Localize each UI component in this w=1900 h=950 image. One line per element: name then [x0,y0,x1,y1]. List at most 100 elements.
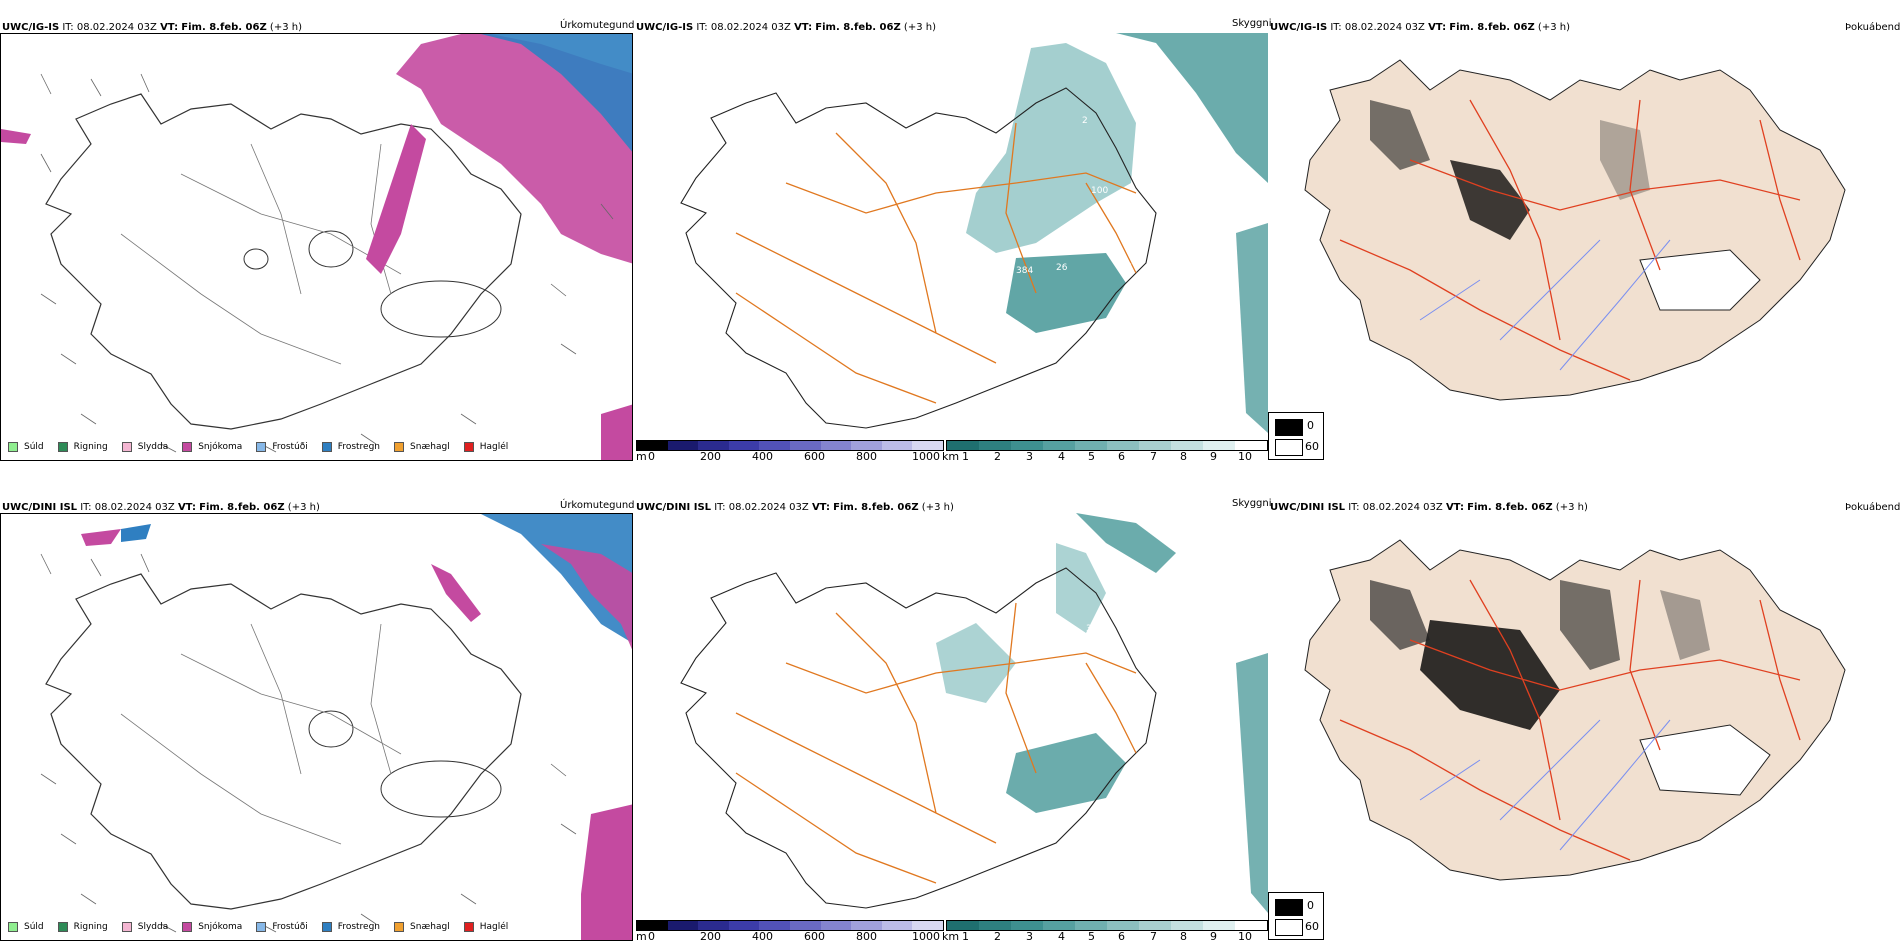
lead-time: (+3 h) [269,22,302,33]
elevation-tick: 600 [804,450,825,463]
legend-swatch [8,442,18,452]
legend-item-snjokoma: Snjókoma [182,922,242,932]
fog-dense-area [1660,590,1710,660]
glacier-outline [380,280,502,338]
glacier-outline [380,760,502,818]
visibility-label: 261 [1111,736,1128,746]
elevation-tick: 600 [804,930,825,943]
panel-header: UWC/DINI ISL IT: 08.02.2024 03Z VT: Fim.… [2,502,320,513]
glacier-outline [308,710,354,748]
visibility-tick: 10 [1238,930,1252,943]
panel-title-visibility: Skyggni [1232,498,1272,509]
legend-swatch [394,442,405,452]
river-network [1419,719,1671,851]
freezing-rain-area [481,514,632,643]
legend-item-rigning: Rigning [57,442,108,452]
it-label: IT: [62,22,74,33]
visibility-tick: 7 [1150,450,1157,463]
legend-swatch [57,442,68,452]
legend-item-rigning: Rigning [57,922,108,932]
legend-item-frostudi: Frostúði [256,442,308,452]
visibility-label: 26 [1056,666,1068,676]
visibility-label: 34 [1096,636,1108,646]
road-network [735,602,1137,884]
elevation-unit: m [636,930,647,943]
river-network [1419,239,1671,371]
visibility-tick: 3 [1026,930,1033,943]
fog-clear-area [1639,724,1771,796]
elevation-tick: 0 [648,930,655,943]
panel-title-fog: Þokuábendi [1845,22,1900,33]
elevation-tick: 400 [752,930,773,943]
row-1: UWC/IG-IS IT: 08.02.2024 03Z VT: Fim. 8.… [0,0,1900,470]
visibility-label: 19 [1136,151,1148,161]
glacier-outline [308,230,354,268]
visibility-label: 2 [1082,116,1088,126]
low-visibility-area [1236,223,1268,433]
visibility-map-svg: 2 100 22 384 26 15 19 15 [680,33,1268,433]
legend-item-slydda: Slydda [121,442,168,452]
elevation-tick: 0 [648,450,655,463]
visibility-tick: 10 [1238,450,1252,463]
panel-header: UWC/IG-IS IT: 08.02.2024 03Z VT: Fim. 8.… [1270,22,1570,33]
road-network [1339,579,1801,861]
legend-item-snaehagl: Snæhagl [394,442,450,452]
fog-dense-area [1450,160,1530,240]
panel-header: UWC/IG-IS IT: 08.02.2024 03Z VT: Fim. 8.… [636,22,936,33]
legend-swatch [321,442,332,452]
visibility-tick: 1 [962,450,969,463]
visibility-label: 100 [1091,186,1108,196]
precip-legend: Súld Rigning Slydda Snjókoma Frostúði Fr… [8,922,522,932]
low-visibility-area [1056,543,1106,633]
visibility-tick: 4 [1058,930,1065,943]
precip-map-svg [40,514,632,940]
legend-item-frostregn: Frostregn [321,442,380,452]
visibility-label: 32 [1086,624,1097,634]
low-visibility-area [1116,33,1268,183]
elevation-tick: 1000 [912,930,940,943]
legend-swatch [121,442,132,452]
elevation-tick: 200 [700,930,721,943]
visibility-unit: km [942,450,960,463]
legend-item-frostregn: Frostregn [321,922,380,932]
precip-legend: Súld Rigning Slydda Snjókoma Frostúði Fr… [8,442,522,452]
legend-swatch [256,442,267,452]
visibility-tick: 9 [1210,450,1217,463]
visibility-tick: 8 [1180,450,1187,463]
fog-swatch-high [1275,899,1303,916]
visibility-tick: 8 [1180,930,1187,943]
elevation-unit: m [636,450,647,463]
snow-area [81,529,121,546]
low-visibility-area [966,43,1136,253]
visibility-colorbar [946,920,1268,931]
fog-label-low: 60 [1305,440,1319,453]
visibility-unit: km [942,930,960,943]
fog-dense-area [1560,580,1620,670]
panel-title-precip: Úrkomutegund [560,500,635,511]
fog-dense-area [1370,580,1430,650]
low-visibility-area [936,623,1016,703]
visibility-label: 384 [1016,266,1033,276]
visibility-label: 26 [1056,263,1068,273]
visibility-tick: 6 [1118,450,1125,463]
visibility-tick: 5 [1088,450,1095,463]
fog-dense-area [1420,620,1560,730]
fog-dense-area [1600,120,1650,200]
iceland-coastline [680,87,1157,429]
it-value: 08.02.2024 03Z [76,22,157,33]
legend-item-hagel: Haglél [463,922,508,932]
legend-item-snaehagl: Snæhagl [394,922,450,932]
fog-map [1300,520,1860,900]
snow-area [396,34,632,264]
fog-legend: 0 60 [1268,892,1324,940]
iceland-coastline [45,93,522,430]
visibility-label: 3 [996,731,1002,741]
visibility-map-svg: 32 34 26 240 30 261 3 [680,513,1268,913]
row-2: UWC/DINI ISL IT: 08.02.2024 03Z VT: Fim.… [0,480,1900,950]
snow-area [541,544,632,650]
visibility-label: 15 [1106,236,1117,246]
panel-header: UWC/DINI ISL IT: 08.02.2024 03Z VT: Fim.… [1270,502,1588,513]
elevation-tick: 800 [856,930,877,943]
freezing-rain-area [121,524,151,542]
elevation-colorbar [636,440,944,451]
